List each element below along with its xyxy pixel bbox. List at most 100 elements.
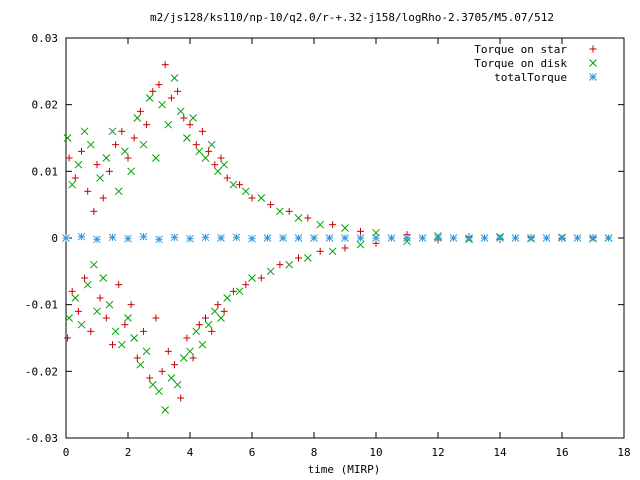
data-point bbox=[285, 207, 293, 215]
y-tick-label: -0.01 bbox=[25, 299, 58, 312]
data-point bbox=[77, 320, 86, 329]
data-point bbox=[142, 347, 151, 356]
data-point bbox=[108, 127, 117, 136]
data-point bbox=[248, 194, 256, 202]
data-point bbox=[78, 147, 85, 155]
data-point bbox=[114, 187, 123, 196]
data-point bbox=[115, 281, 123, 289]
data-point bbox=[434, 234, 442, 242]
data-point bbox=[201, 154, 210, 162]
data-point bbox=[124, 314, 132, 322]
legend-marker bbox=[589, 45, 597, 53]
data-point bbox=[195, 147, 204, 156]
data-point bbox=[93, 235, 101, 244]
data-point bbox=[118, 127, 126, 135]
data-point bbox=[341, 234, 349, 242]
data-point bbox=[161, 61, 169, 69]
data-point bbox=[68, 180, 77, 189]
data-point bbox=[179, 354, 188, 362]
data-point bbox=[294, 214, 303, 222]
data-point bbox=[241, 187, 250, 196]
data-point bbox=[177, 394, 185, 402]
data-point bbox=[329, 221, 337, 229]
data-point bbox=[217, 234, 225, 242]
y-tick-label: -0.02 bbox=[25, 365, 58, 378]
data-point bbox=[356, 240, 365, 249]
data-point bbox=[155, 235, 163, 244]
data-point bbox=[133, 114, 142, 122]
data-point bbox=[171, 361, 178, 369]
chart-title: m2/js128/ks110/np-10/q2.0/r-+.32-j158/lo… bbox=[150, 11, 554, 24]
data-point bbox=[149, 87, 157, 95]
data-point bbox=[542, 234, 551, 242]
data-point bbox=[148, 380, 157, 389]
legend-label: Torque on disk bbox=[474, 57, 567, 70]
y-tick-label: 0.03 bbox=[32, 32, 59, 45]
series-torque-on-disk bbox=[63, 74, 613, 414]
data-point bbox=[496, 234, 504, 242]
data-point bbox=[316, 220, 325, 229]
x-tick-label: 10 bbox=[369, 446, 382, 459]
data-point bbox=[158, 100, 166, 109]
data-point bbox=[105, 300, 114, 309]
legend-label: Torque on star bbox=[474, 43, 567, 56]
data-point bbox=[248, 234, 256, 243]
data-point bbox=[267, 201, 275, 209]
data-point bbox=[152, 314, 160, 322]
data-point bbox=[111, 327, 120, 336]
data-point bbox=[183, 134, 191, 142]
data-point bbox=[127, 301, 135, 309]
data-point bbox=[102, 314, 110, 322]
data-point bbox=[176, 107, 185, 116]
y-tick-label: -0.03 bbox=[25, 432, 58, 445]
data-point bbox=[121, 321, 129, 329]
data-point bbox=[124, 154, 132, 162]
data-point bbox=[214, 167, 222, 176]
data-point bbox=[140, 327, 147, 335]
data-point bbox=[210, 307, 219, 316]
data-point bbox=[204, 320, 213, 329]
data-point bbox=[279, 234, 287, 242]
data-point bbox=[195, 321, 203, 329]
data-point bbox=[465, 234, 473, 242]
data-point bbox=[232, 233, 241, 242]
data-point bbox=[257, 194, 266, 202]
data-point bbox=[511, 234, 520, 242]
data-point bbox=[480, 234, 489, 242]
data-point bbox=[143, 121, 151, 129]
data-point bbox=[74, 160, 83, 169]
data-point bbox=[173, 380, 182, 389]
data-point bbox=[99, 274, 108, 282]
data-point bbox=[86, 140, 95, 149]
data-point bbox=[158, 367, 166, 375]
data-point bbox=[589, 234, 597, 242]
x-tick-label: 12 bbox=[431, 446, 444, 459]
chart-marks bbox=[62, 61, 613, 414]
data-point bbox=[356, 234, 365, 242]
data-point bbox=[223, 294, 232, 302]
data-point bbox=[124, 234, 132, 243]
data-point bbox=[316, 247, 324, 255]
data-point bbox=[65, 154, 73, 162]
data-point bbox=[208, 327, 216, 335]
x-tick-label: 16 bbox=[555, 446, 568, 459]
data-point bbox=[164, 347, 172, 355]
data-point bbox=[304, 214, 312, 222]
y-tick-label: 0.02 bbox=[32, 99, 59, 112]
y-tick-label: 0 bbox=[51, 232, 58, 245]
data-point bbox=[192, 327, 201, 336]
data-point bbox=[83, 280, 92, 289]
x-tick-label: 8 bbox=[311, 446, 318, 459]
data-point bbox=[211, 161, 219, 169]
data-point bbox=[372, 234, 380, 242]
data-point bbox=[242, 281, 250, 289]
data-point bbox=[174, 87, 182, 95]
data-point bbox=[207, 140, 216, 149]
data-point bbox=[189, 354, 197, 362]
data-point bbox=[186, 347, 194, 356]
data-point bbox=[303, 254, 312, 262]
data-point bbox=[117, 340, 126, 349]
data-point bbox=[263, 234, 272, 242]
data-point bbox=[133, 354, 141, 362]
data-point bbox=[130, 334, 139, 342]
